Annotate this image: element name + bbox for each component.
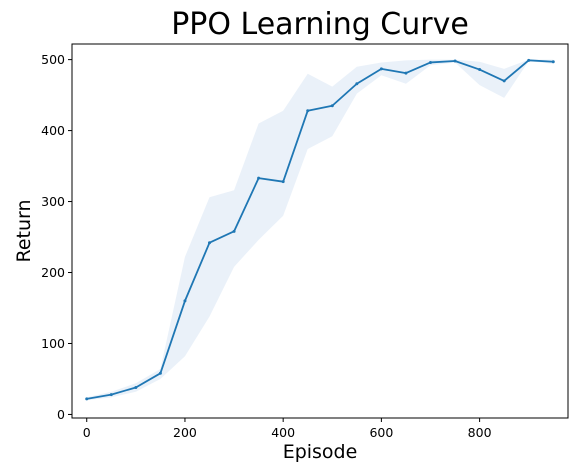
data-point: [428, 60, 432, 64]
y-tick-label: 400: [41, 123, 65, 138]
data-point: [404, 71, 408, 75]
x-tick-label: 800: [468, 425, 492, 440]
data-point: [183, 299, 187, 303]
x-tick-label: 0: [83, 425, 91, 440]
x-tick-label: 200: [173, 425, 197, 440]
data-point: [281, 180, 285, 184]
data-point: [551, 60, 555, 64]
data-point: [453, 59, 457, 63]
y-tick-label: 200: [41, 265, 65, 280]
data-point: [355, 82, 359, 86]
data-point: [134, 385, 138, 389]
y-tick-label: 500: [41, 52, 65, 67]
y-axis: 0 100 200 300 400 500: [41, 52, 72, 422]
confidence-band-layer: [86, 59, 554, 401]
data-point: [527, 58, 531, 62]
x-axis: 0 200 400 600 800: [83, 418, 492, 440]
data-point: [330, 104, 334, 108]
series-line: [86, 59, 554, 400]
data-point: [232, 229, 236, 233]
y-tick-label: 0: [57, 407, 65, 422]
data-point: [379, 67, 383, 71]
y-tick-label: 100: [41, 336, 65, 351]
data-point: [208, 241, 212, 245]
y-tick-label: 300: [41, 194, 65, 209]
confidence-band: [86, 59, 554, 401]
chart-title: PPO Learning Curve: [171, 7, 469, 42]
plot-area-frame: [71, 43, 569, 419]
data-point: [502, 79, 506, 83]
data-point: [257, 176, 261, 180]
data-point: [85, 397, 89, 401]
data-point: [306, 109, 310, 113]
data-point: [158, 371, 162, 375]
x-axis-label: Episode: [283, 441, 358, 463]
data-point: [478, 68, 482, 72]
x-tick-label: 600: [369, 425, 393, 440]
series-line-layer: [86, 59, 554, 400]
x-tick-label: 400: [271, 425, 295, 440]
y-axis-label: Return: [13, 199, 35, 262]
data-point-layer: [85, 58, 555, 401]
data-point: [109, 393, 113, 397]
